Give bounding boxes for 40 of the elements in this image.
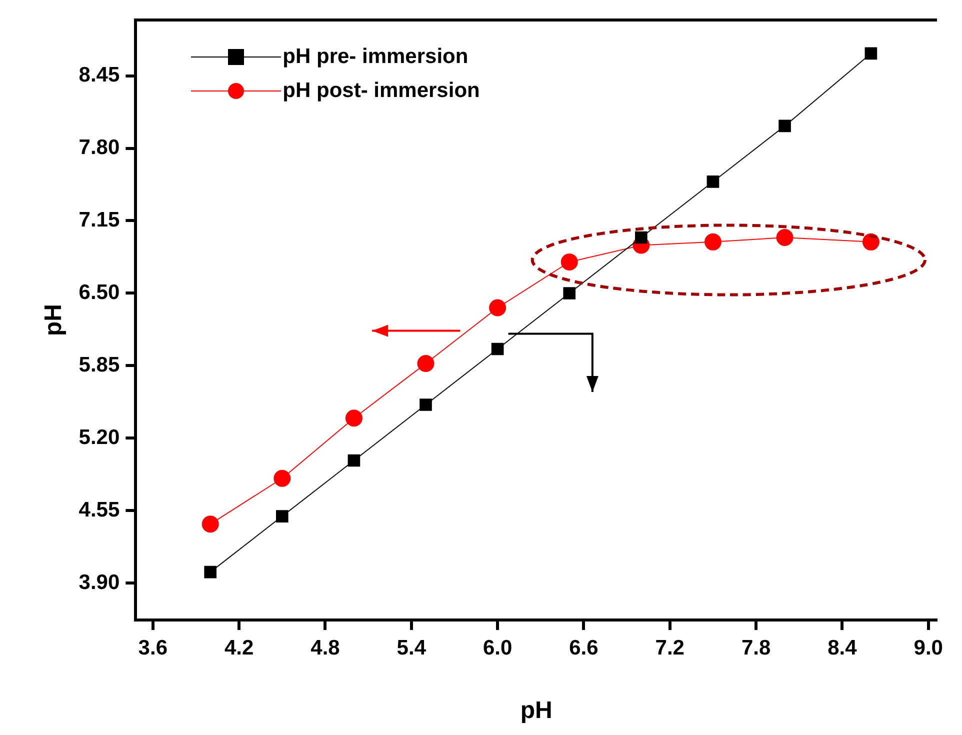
point [864,47,878,60]
x-tick-label: 7.2 [655,636,684,660]
point [276,510,288,522]
x-tick-label: 6.0 [482,636,512,660]
point [417,354,434,372]
point [420,398,432,411]
point [202,516,219,533]
y-axis-title: pH [40,304,68,336]
x-tick-label: 6.6 [569,636,598,660]
x-tick-label: 4.8 [310,636,340,660]
point [491,342,504,356]
point [348,454,360,467]
point [778,120,791,132]
point [706,176,720,188]
x-tick-label: 9.0 [914,636,943,660]
x-tick-label: 3.6 [138,636,168,660]
point [204,566,217,578]
legend-label: pH pre- immersion [282,45,468,69]
y-tick-label: 6.50 [78,281,120,304]
point [635,231,648,244]
point [345,410,362,427]
point [274,470,291,487]
x-tick-label: 5.4 [396,636,426,660]
x-tick-label: 7.8 [741,636,771,660]
legend-label: pH post- immersion [282,79,480,103]
y-tick-label: 7.15 [78,208,120,232]
point [563,287,576,300]
y-tick-label: 3.90 [78,570,120,594]
x-axis-title: pH [520,697,552,724]
point [560,254,578,271]
y-tick-label: 8.45 [78,64,120,87]
point [489,299,506,316]
x-tick-label: 8.4 [828,636,858,660]
point [704,233,722,250]
y-tick-label: 5.85 [78,354,120,377]
y-tick-label: 4.55 [78,498,120,522]
point [776,228,794,246]
x-tick-label: 4.2 [224,636,254,660]
y-tick-label: 5.20 [78,426,120,450]
y-tick-label: 7.80 [78,136,120,160]
